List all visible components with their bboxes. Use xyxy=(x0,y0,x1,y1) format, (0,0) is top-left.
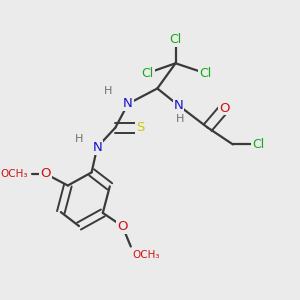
Text: N: N xyxy=(123,97,133,110)
Text: O: O xyxy=(219,101,230,115)
Text: Cl: Cl xyxy=(169,33,182,46)
Text: H: H xyxy=(104,86,112,96)
Text: N: N xyxy=(173,99,183,112)
Text: OCH₃: OCH₃ xyxy=(1,169,28,179)
Text: H: H xyxy=(75,134,83,144)
Text: H: H xyxy=(176,114,184,124)
Text: Cl: Cl xyxy=(199,67,211,80)
Text: OCH₃: OCH₃ xyxy=(132,250,160,260)
Text: Cl: Cl xyxy=(252,138,264,151)
Text: S: S xyxy=(136,121,145,134)
Text: Cl: Cl xyxy=(141,67,154,80)
Text: O: O xyxy=(40,167,51,180)
Text: O: O xyxy=(117,220,128,232)
Text: N: N xyxy=(92,141,102,154)
